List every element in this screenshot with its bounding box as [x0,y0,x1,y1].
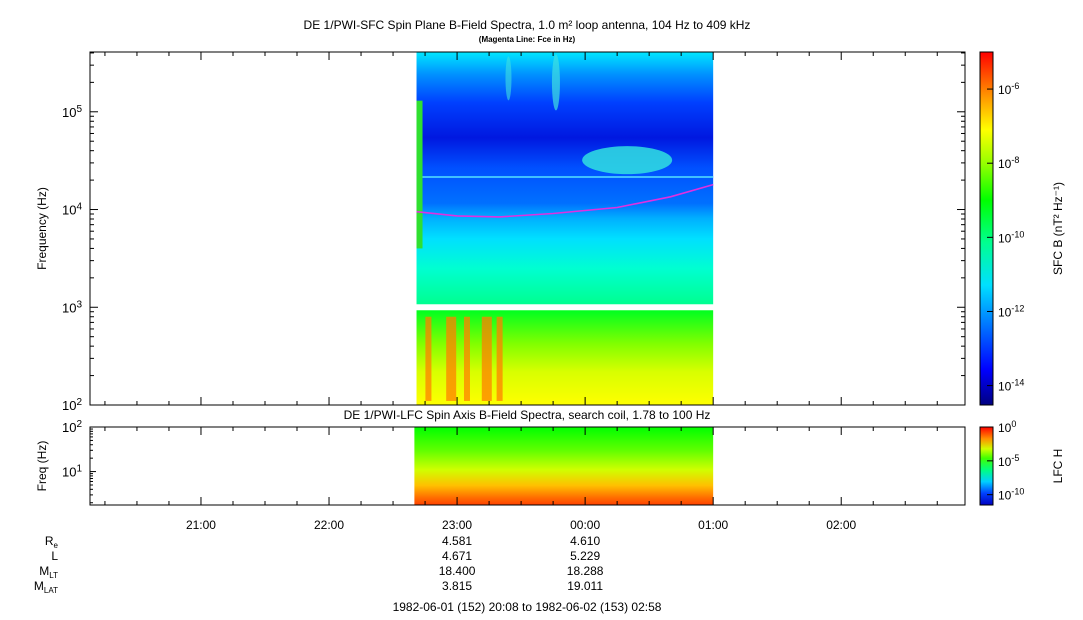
ephemeris-value: 4.581 [442,534,472,548]
ephemeris-value: 4.671 [442,549,472,563]
lfc-y-tick-label-exp: 1 [76,464,82,475]
sfc-y-tick-label-base: 10 [62,300,76,315]
lfc-colorbar-tick-label-exp: -5 [1011,453,1019,463]
sfc-colorbar-tick-label-exp: -8 [1011,155,1019,165]
sfc-colorbar-tick-label-exp: -14 [1011,378,1024,388]
lfc-y-tick-label: 101 [62,464,82,480]
lfc-colorbar-tick-label-base: 10 [998,421,1012,435]
sfc-spectrogram-high [416,52,714,305]
lfc-colorbar-tick-label: 10-10 [998,487,1024,503]
sfc-left-edge-strip [416,100,423,249]
sfc-emission-streak [551,54,560,111]
sfc-colorbar [979,51,994,406]
lfc-colorbar-tick-label-exp: 0 [1011,419,1016,429]
sfc-burst [425,316,432,401]
top-chart-title: DE 1/PWI-SFC Spin Plane B-Field Spectra,… [303,18,751,32]
sfc-emission-patch [582,146,673,175]
time-tick-label: 02:00 [826,518,856,532]
time-tick-label: 00:00 [570,518,600,532]
lfc-colorbar-tick-label-base: 10 [998,489,1012,503]
ephemeris-label-base: L [51,549,58,563]
lfc-y-tick-label-exp: 2 [76,419,82,430]
sfc-y-tick-label-exp: 5 [76,104,82,115]
sfc-y-tick-label-base: 10 [62,203,76,218]
sfc-colorbar-tick-label: 10-8 [998,155,1019,171]
sfc-colorbar-tick-label: 10-6 [998,81,1019,97]
ephemeris-value: 18.288 [567,564,604,578]
ephemeris-value: 4.610 [570,534,600,548]
sfc-colorbar-label: SFC B (nT² Hz⁻¹) [1051,182,1065,275]
lfc-spectrogram [414,427,714,505]
ephemeris-value: 19.011 [567,579,603,593]
ephemeris-label-base: M [34,579,44,593]
sfc-spectrogram-low [416,310,714,405]
ephemeris-label-sub: LT [49,571,58,580]
time-tick-label: 23:00 [442,518,472,532]
time-tick-label: 01:00 [698,518,728,532]
ephemeris-label-base: R [45,534,54,548]
sfc-colorbar-tick-label-base: 10 [998,83,1012,97]
bottom-chart-title: DE 1/PWI-LFC Spin Axis B-Field Spectra, … [343,408,711,422]
lfc-colorbar-tick-label: 10-5 [998,453,1019,469]
sfc-burst [481,316,492,401]
lfc-y-tick-label-base: 10 [62,465,76,480]
lfc-colorbar-tick-label-exp: -10 [1011,487,1024,497]
sfc-y-tick-label-exp: 3 [76,299,82,310]
time-tick-label: 21:00 [186,518,216,532]
sfc-colorbar-tick-label: 10-14 [998,378,1024,394]
sfc-y-tick-label-exp: 4 [76,202,82,213]
sfc-colorbar-tick-label-base: 10 [998,157,1012,171]
sfc-y-axis-label: Frequency (Hz) [35,187,49,270]
sfc-colorbar-tick-label-exp: -12 [1011,303,1024,313]
sfc-y-tick-label-base: 10 [62,105,76,120]
lfc-y-tick-label-base: 10 [62,420,76,435]
sfc-plot-frame [89,51,966,406]
sfc-y-tick-label: 104 [62,202,82,218]
lfc-colorbar-label: LFC H [1051,449,1065,484]
lfc-y-axis-label: Freq (Hz) [35,441,49,492]
ephemeris-row-label: MLT [39,564,58,580]
sfc-y-tick-label: 105 [62,104,82,120]
sfc-burst [446,316,457,401]
sfc-colorbar-tick-label-exp: -10 [1011,229,1024,239]
ephemeris-value: 18.400 [439,564,476,578]
sfc-colorbar-tick-label: 10-10 [998,229,1024,245]
sfc-burst [463,316,470,401]
ephemeris-label-base: M [39,564,49,578]
sfc-burst [496,316,503,401]
sfc-colorbar-tick-label-base: 10 [998,305,1012,319]
lfc-plot-frame [89,426,966,506]
lfc-colorbar-tick-label: 100 [998,419,1016,435]
fce-line [416,183,714,218]
time-tick-label: 22:00 [314,518,344,532]
ephemeris-row-label: MLAT [34,579,58,595]
ephemeris-row-label: Re [45,534,59,550]
sfc-y-tick-label: 102 [62,397,82,413]
sfc-y-tick-label-base: 10 [62,398,76,413]
sfc-colorbar-tick-label: 10-12 [998,303,1024,319]
top-chart-subtitle: (Magenta Line: Fce in Hz) [478,35,576,44]
sfc-colorbar-tick-label-base: 10 [998,380,1012,394]
ephemeris-label-sub: LAT [44,586,58,595]
lfc-colorbar [979,426,994,506]
sfc-emission-streak [505,56,512,101]
ephemeris-value: 3.815 [442,579,472,593]
sfc-y-tick-label-exp: 2 [76,397,82,408]
lfc-y-tick-label: 102 [62,419,82,435]
ephemeris-value: 5.229 [570,549,600,563]
lfc-colorbar-tick-label-base: 10 [998,455,1012,469]
ephemeris-label-sub: e [54,541,59,550]
sfc-colorbar-tick-label-base: 10 [998,231,1012,245]
sfc-y-tick-label: 103 [62,299,82,315]
sfc-colorbar-tick-label-exp: -6 [1011,81,1019,91]
time-range-label: 1982-06-01 (152) 20:08 to 1982-06-02 (15… [392,600,662,614]
ephemeris-row-label: L [51,549,58,563]
